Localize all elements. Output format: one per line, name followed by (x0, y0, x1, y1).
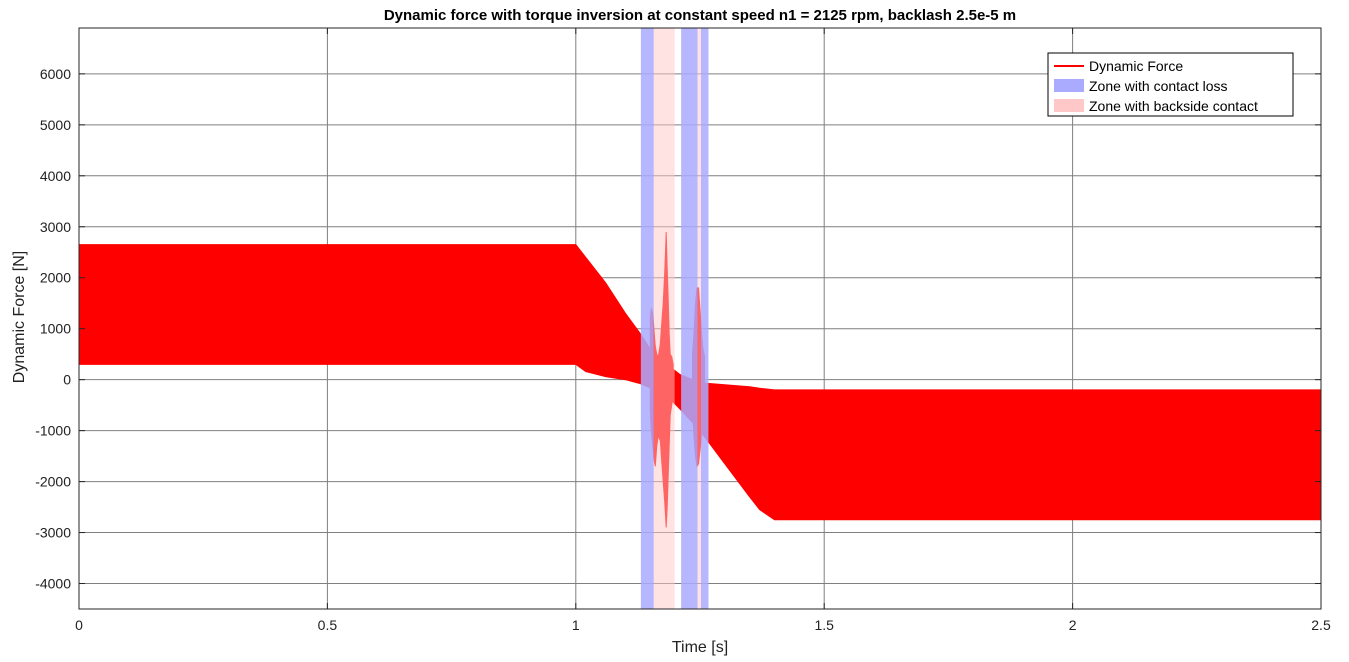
legend-box (1047, 52, 1294, 117)
y-tick-label: 6000 (40, 66, 71, 82)
legend: Dynamic Force Zone with contact loss Zon… (1047, 52, 1294, 117)
x-tick-label: 1 (572, 617, 580, 633)
axes-box (78, 27, 1322, 610)
x-tick-label: 2 (1069, 617, 1077, 633)
y-tick-label: -3000 (35, 525, 71, 541)
y-tick-label: -2000 (35, 474, 71, 490)
zone-contact-loss (640, 28, 654, 609)
zone-backside-contact (653, 28, 675, 609)
legend-label-contact-loss: Zone with contact loss (1089, 78, 1228, 94)
zone-backside-contact (697, 28, 701, 609)
zone-layer (640, 28, 709, 609)
y-tick-label: 3000 (40, 219, 71, 235)
legend-label-dynamic-force: Dynamic Force (1089, 58, 1183, 74)
y-axis-label: Dynamic Force [N] (11, 251, 28, 383)
x-tick-label: 2.5 (1311, 617, 1331, 633)
legend-label-backside-contact: Zone with backside contact (1089, 98, 1258, 114)
chart-title: Dynamic force with torque inversion at c… (384, 7, 1016, 24)
y-tick-label: 1000 (40, 321, 71, 337)
y-tick-label: 2000 (40, 270, 71, 286)
zone-contact-loss (700, 28, 709, 609)
x-tick-label: 0 (75, 617, 83, 633)
y-tick-label: -4000 (35, 576, 71, 592)
y-tick-label: 0 (63, 372, 71, 388)
y-tick-label: -1000 (35, 423, 71, 439)
axis-ticks: 0 0.5 1 1.5 2 2.5 -4000 -3000 -2000 -1000 0 1000 200… (35, 28, 1331, 633)
legend-swatch-contact-loss (1054, 79, 1084, 92)
legend-swatch-backside-contact (1054, 99, 1084, 112)
x-tick-label: 1.5 (814, 617, 834, 633)
zone-contact-loss (681, 28, 698, 609)
x-axis-label: Time [s] (672, 639, 728, 656)
x-tick-label: 0.5 (318, 617, 338, 633)
y-tick-label: 5000 (40, 117, 71, 133)
y-tick-label: 4000 (40, 168, 71, 184)
